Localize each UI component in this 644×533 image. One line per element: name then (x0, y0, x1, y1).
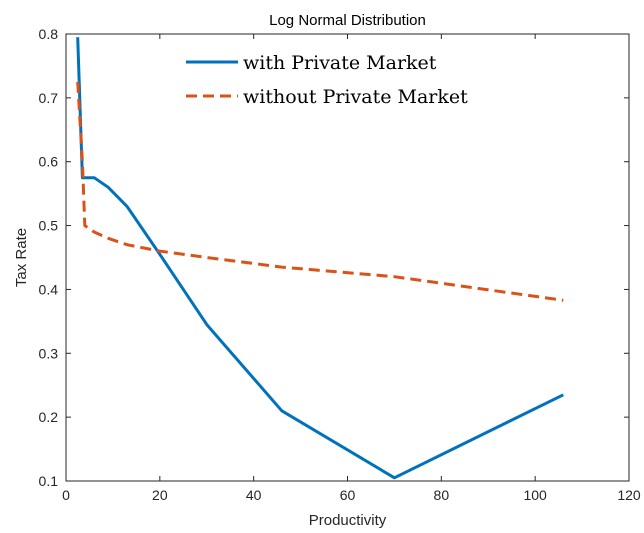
x-tick-label: 0 (62, 487, 70, 503)
y-tick-label: 0.5 (39, 218, 59, 234)
x-axis-label: Productivity (309, 512, 387, 529)
plot-frame (65, 33, 630, 482)
y-tick-label: 0.6 (39, 154, 59, 170)
y-tick-label: 0.2 (39, 409, 59, 425)
x-tick-label: 60 (340, 487, 356, 503)
x-tick-label: 120 (617, 487, 641, 503)
x-tick-label: 80 (434, 487, 450, 503)
plot-area (66, 34, 629, 481)
x-tick-label: 100 (523, 487, 547, 503)
legend-label-with-private-market: with Private Market (243, 52, 437, 74)
y-tick-label: 0.8 (39, 26, 59, 42)
legend-label-without-private-market: without Private Market (243, 86, 468, 108)
ticks-layer: 0 20 40 60 80 100 120 0.1 0.2 0.3 0.4 0.5 0.6 0.7 0.8 (39, 26, 641, 503)
series-layer (76, 37, 564, 480)
series-line-with-private-market (76, 37, 564, 480)
y-tick-label: 0.4 (39, 281, 59, 297)
y-axis-label: Tax Rate (13, 228, 30, 287)
y-tick-label: 0.7 (39, 90, 59, 106)
y-tick-label: 0.1 (39, 473, 59, 489)
y-tick-label: 0.3 (39, 345, 59, 361)
x-tick-label: 40 (246, 487, 262, 503)
x-tick-label: 20 (152, 487, 168, 503)
legend: with Private Market without Private Mark… (186, 52, 468, 108)
series-line-without-private-market (76, 81, 564, 302)
chart-title: Log Normal Distribution (269, 12, 426, 29)
